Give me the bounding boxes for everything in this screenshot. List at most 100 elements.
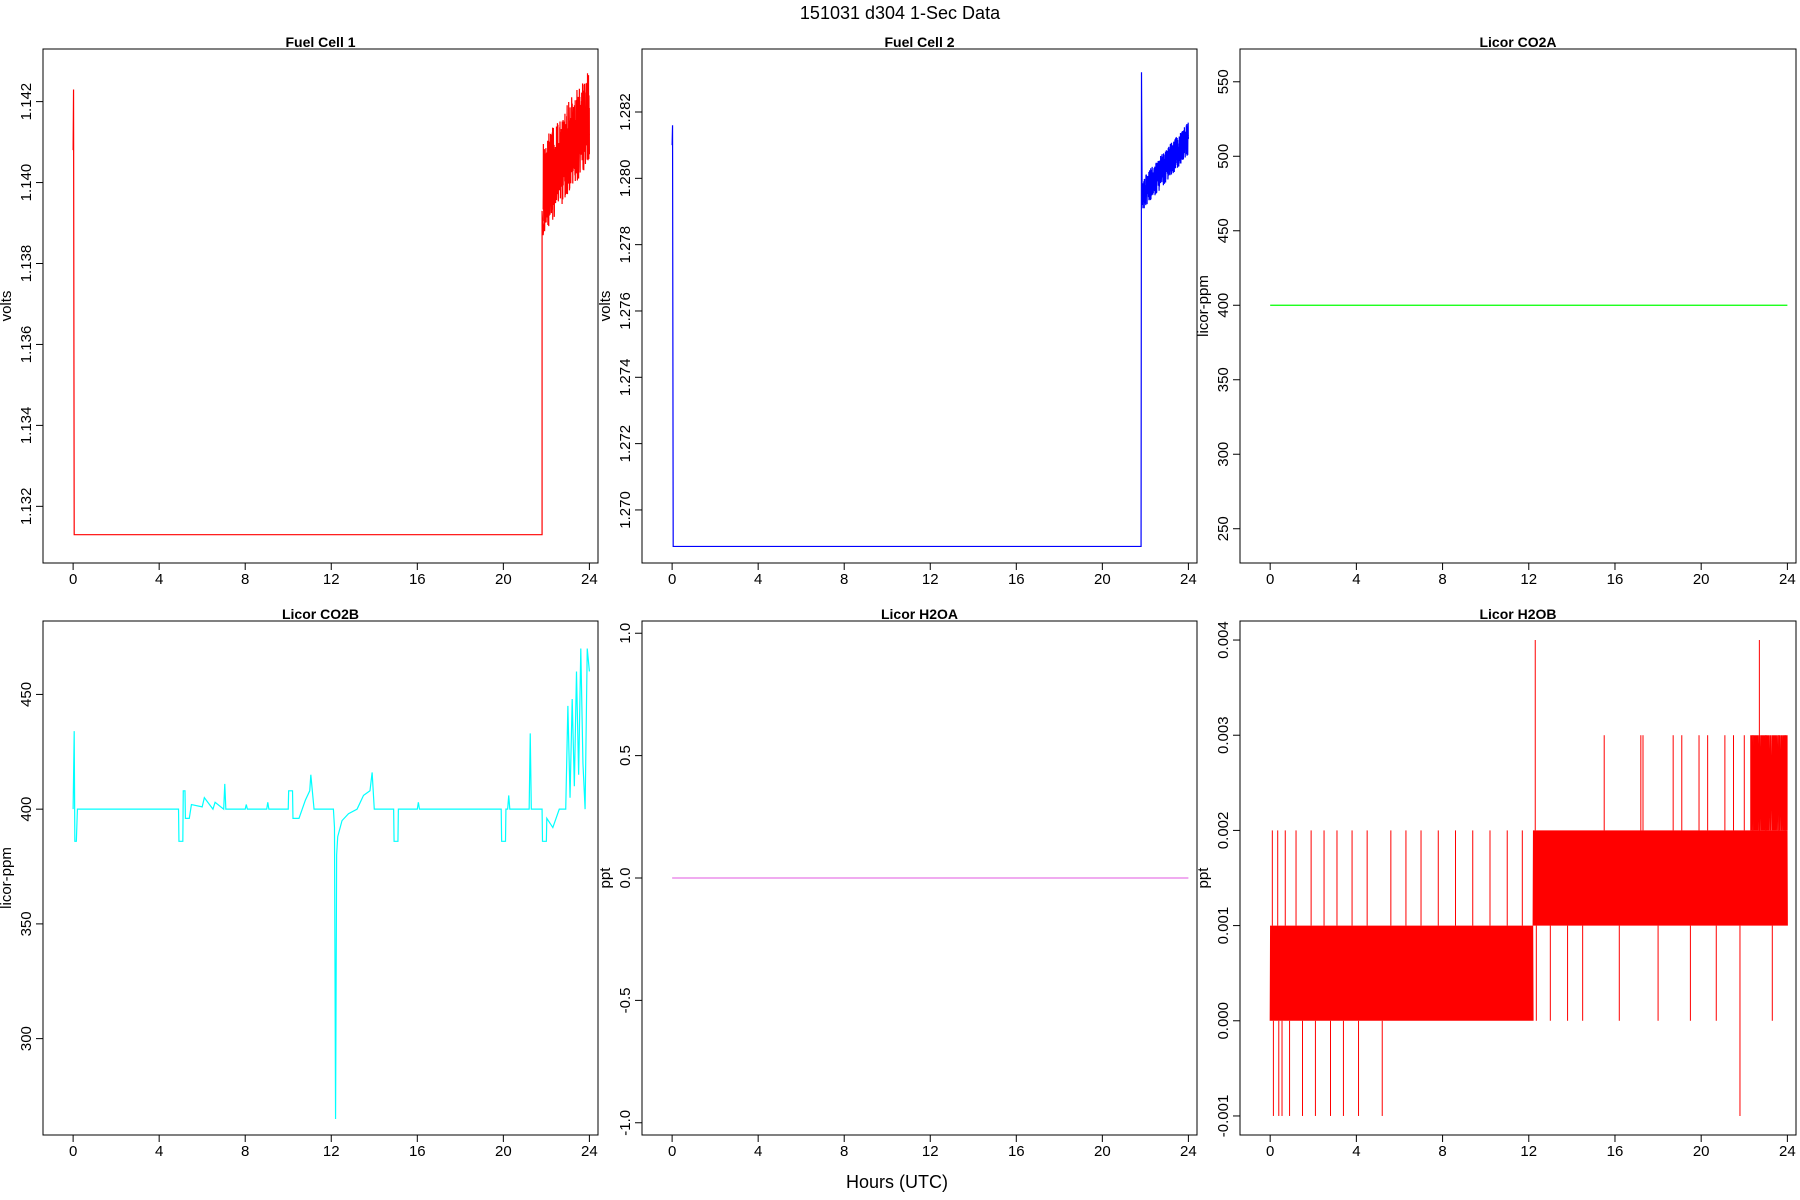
panel-licor-h2oa: Licor H2OA ppt 0 4 8 12 16 20 24 -1.0 -0.5 0.0 0.5 1.… [597, 606, 1198, 1160]
y-tick-label: 1.282 [617, 93, 634, 131]
x-tick-label: 16 [1008, 571, 1025, 588]
series-line [671, 72, 1189, 548]
y-tick-label: 400 [1215, 293, 1232, 318]
panel-title: Licor CO2B [282, 606, 359, 622]
y-tick-label: 0.0 [617, 868, 634, 889]
y-tick-label: 250 [1215, 516, 1232, 541]
x-tick-label: 4 [1352, 1143, 1360, 1160]
panel-licor-co2b: Licor CO2B licor-ppm 0 4 8 12 16 20 24 300 350 400 4… [0, 606, 599, 1160]
x-tick-label: 24 [581, 571, 598, 588]
x-tick-label: 0 [69, 1143, 77, 1160]
x-tick-label: 8 [840, 1143, 848, 1160]
x-tick-label: 8 [241, 1143, 249, 1160]
x-tick-label: 20 [1094, 1143, 1111, 1160]
plot-area [72, 648, 590, 1119]
y-tick-label: 400 [18, 797, 35, 822]
x-tick-label: 4 [155, 571, 163, 588]
y-tick-label: 500 [1215, 144, 1232, 169]
plot-area [1269, 640, 1788, 1116]
y-axis-label: volts [0, 291, 15, 322]
x-tick-label: 16 [1607, 1143, 1624, 1160]
panel-title: Licor H2OA [881, 606, 958, 622]
x-tick-label: 0 [668, 571, 676, 588]
x-tick-label: 16 [1008, 1143, 1025, 1160]
y-tick-label: 0.002 [1215, 812, 1232, 850]
y-tick-label: 1.142 [18, 83, 35, 121]
panel-fuel-cell-2: Fuel Cell 2 volts 0 4 8 12 16 20 24 1.270 1.272 1.2… [597, 34, 1198, 588]
x-tick-label: 0 [69, 571, 77, 588]
series-noise-band [542, 73, 590, 232]
x-tick-label: 4 [754, 1143, 762, 1160]
x-tick-label: 20 [495, 1143, 512, 1160]
y-tick-label: 550 [1215, 69, 1232, 94]
x-tick-label: 12 [323, 571, 340, 588]
x-tick-label: 24 [1779, 1143, 1796, 1160]
series-noise-band [1141, 122, 1189, 209]
x-tick-label: 12 [1520, 1143, 1537, 1160]
plot-frame [1239, 620, 1797, 1136]
plot-frame [1239, 48, 1797, 564]
figure-x-axis-label: Hours (UTC) [846, 1172, 948, 1192]
series-line [72, 89, 590, 536]
y-tick-label: 450 [1215, 218, 1232, 243]
y-tick-label: 1.132 [18, 488, 35, 526]
y-axis-label: volts [597, 291, 614, 322]
series-line [72, 648, 590, 1119]
y-tick-label: 1.272 [617, 425, 634, 463]
x-tick-label: 20 [1094, 571, 1111, 588]
x-tick-label: 0 [1266, 571, 1274, 588]
y-tick-label: 1.0 [617, 623, 634, 644]
x-tick-label: 0 [1266, 1143, 1274, 1160]
panel-licor-h2ob: Licor H2OB ppt 0 4 8 12 16 20 24 -0.001 0.000 0.001… [1195, 606, 1797, 1160]
x-tick-label: 24 [581, 1143, 598, 1160]
y-tick-label: 0.001 [1215, 907, 1232, 945]
y-tick-label: 1.270 [617, 491, 634, 529]
panel-title: Fuel Cell 2 [884, 34, 954, 50]
y-tick-label: 350 [1215, 367, 1232, 392]
y-tick-label: 350 [18, 911, 35, 936]
y-axis-label: licor-ppm [1195, 275, 1212, 337]
figure-title: 151031 d304 1-Sec Data [800, 3, 1001, 23]
y-axis-label: ppt [597, 867, 614, 889]
x-tick-label: 8 [1438, 1143, 1446, 1160]
y-tick-label: 300 [1215, 442, 1232, 467]
x-tick-label: 24 [1180, 571, 1197, 588]
y-tick-label: -0.5 [617, 987, 634, 1013]
x-tick-label: 12 [323, 1143, 340, 1160]
y-tick-label: 1.280 [617, 160, 634, 198]
x-tick-label: 24 [1180, 1143, 1197, 1160]
x-tick-label: 4 [1352, 571, 1360, 588]
series-band [1269, 925, 1534, 1021]
x-tick-label: 4 [754, 571, 762, 588]
x-tick-label: 12 [1520, 571, 1537, 588]
y-tick-label: 1.276 [617, 292, 634, 330]
x-tick-label: 20 [1693, 571, 1710, 588]
x-tick-label: 12 [922, 1143, 939, 1160]
y-axis-label: ppt [1195, 867, 1212, 889]
panel-licor-co2a: Licor CO2A licor-ppm 0 4 8 12 16 20 24 250 300 350 4… [1195, 34, 1797, 588]
x-tick-label: 12 [922, 571, 939, 588]
x-tick-label: 8 [840, 571, 848, 588]
y-tick-label: 1.278 [617, 226, 634, 264]
y-tick-label: 1.274 [617, 359, 634, 397]
x-tick-label: 4 [155, 1143, 163, 1160]
series-band [1532, 830, 1788, 926]
y-tick-label: 300 [18, 1026, 35, 1051]
plot-frame [42, 620, 599, 1136]
y-tick-label: 0.004 [1215, 621, 1232, 659]
x-tick-label: 8 [1438, 571, 1446, 588]
x-tick-label: 8 [241, 571, 249, 588]
panel-title: Licor CO2A [1479, 34, 1556, 50]
y-tick-label: 1.136 [18, 326, 35, 364]
x-tick-label: 20 [1693, 1143, 1710, 1160]
x-tick-label: 16 [409, 1143, 426, 1160]
y-tick-label: 1.138 [18, 245, 35, 283]
x-tick-label: 16 [1607, 571, 1624, 588]
y-tick-label: 0.5 [617, 745, 634, 766]
y-tick-label: 0.000 [1215, 1002, 1232, 1040]
y-tick-label: 1.140 [18, 164, 35, 202]
x-tick-label: 0 [668, 1143, 676, 1160]
plot-area [671, 72, 1189, 548]
plot-frame [641, 48, 1198, 564]
